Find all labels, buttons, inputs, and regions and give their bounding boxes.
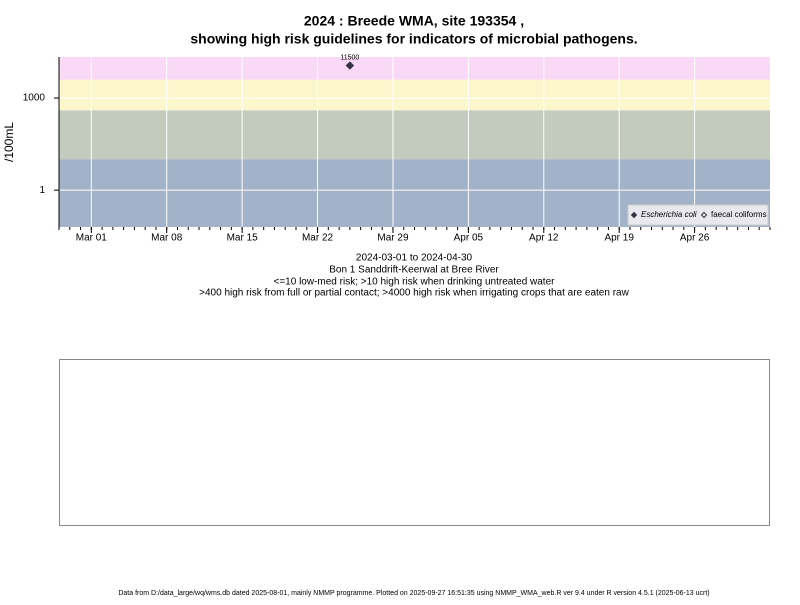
y-tick-label: 1000 — [23, 93, 46, 104]
x-tick-label: Apr 19 — [604, 233, 634, 244]
footer: Data from D:/data_large/wq/wms.db dated … — [118, 590, 709, 597]
legend-marker — [700, 211, 708, 219]
risk-band — [59, 110, 770, 160]
x-tick-label: Mar 22 — [302, 233, 334, 244]
x-tick-label: Mar 08 — [151, 233, 183, 244]
y-axis-label: /100mL — [2, 122, 16, 162]
note: 2024-03-01 to 2024-04-30 — [356, 253, 473, 264]
x-tick-label: Apr 05 — [454, 233, 484, 244]
chart-subtitle: showing high risk guidelines for indicat… — [190, 31, 637, 47]
note: <=10 low-med risk; >10 high risk when dr… — [274, 277, 556, 288]
legend-label: faecal coliforms — [711, 210, 767, 219]
x-tick-label: Apr 26 — [680, 233, 710, 244]
x-tick-label: Apr 12 — [529, 233, 559, 244]
value-label: 11500 — [340, 54, 359, 61]
x-tick-label: Mar 15 — [227, 233, 259, 244]
risk-band — [59, 79, 770, 111]
chart-title: 2024 : Breede WMA, site 193354 , — [304, 13, 524, 29]
risk-band — [59, 57, 770, 80]
x-tick-label: Mar 01 — [76, 233, 108, 244]
legend-label: Escherichia coli — [641, 210, 697, 219]
note: Bon 1 Sanddrift-Keerwal at Bree River — [329, 265, 499, 276]
y-tick-label: 1 — [39, 185, 45, 196]
note: >400 high risk from full or partial cont… — [199, 288, 629, 299]
x-tick-label: Mar 29 — [377, 233, 409, 244]
empty-panel — [59, 359, 770, 526]
data-point — [345, 61, 355, 70]
legend-marker — [630, 211, 638, 219]
legend-box — [627, 204, 769, 226]
